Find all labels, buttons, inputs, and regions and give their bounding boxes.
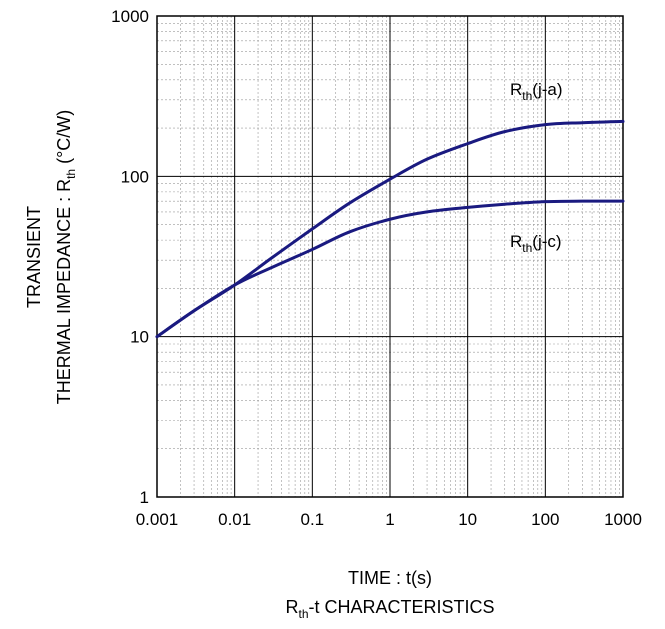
series-label-j-c: Rth(j-c) (510, 232, 562, 255)
series-line-j-c (155, 199, 625, 339)
plot-frame (156, 15, 624, 498)
series-label-j-a: Rth(j-a) (510, 80, 563, 103)
series-layer (155, 119, 625, 339)
x-tick-labels: 0.001 0.01 0.1 1 10 100 1000 (136, 510, 642, 529)
x-tick-label: 1 (385, 510, 394, 529)
major-grid (157, 16, 623, 497)
y-axis-title: TRANSIENT THERMAL IMPEDANCE : Rth (°C/W) (24, 110, 78, 405)
x-tick-label: 100 (531, 510, 559, 529)
x-axis-title: TIME : t(s) (348, 568, 432, 588)
x-tick-label: 0.001 (136, 510, 179, 529)
y-tick-label: 1000 (111, 7, 149, 26)
x-tick-label: 0.01 (218, 510, 251, 529)
y-axis-title-line2: THERMAL IMPEDANCE : Rth (°C/W) (54, 110, 78, 405)
y-tick-labels: 1 10 100 1000 (111, 7, 149, 507)
y-tick-label: 1 (140, 488, 149, 507)
chart-caption: Rth-t CHARACTERISTICS (285, 597, 494, 621)
x-tick-label: 1000 (604, 510, 642, 529)
x-tick-label: 10 (458, 510, 477, 529)
y-tick-label: 10 (130, 328, 149, 347)
x-tick-label: 0.1 (301, 510, 325, 529)
y-axis-title-line1: TRANSIENT (24, 206, 44, 308)
y-tick-label: 100 (121, 167, 149, 186)
